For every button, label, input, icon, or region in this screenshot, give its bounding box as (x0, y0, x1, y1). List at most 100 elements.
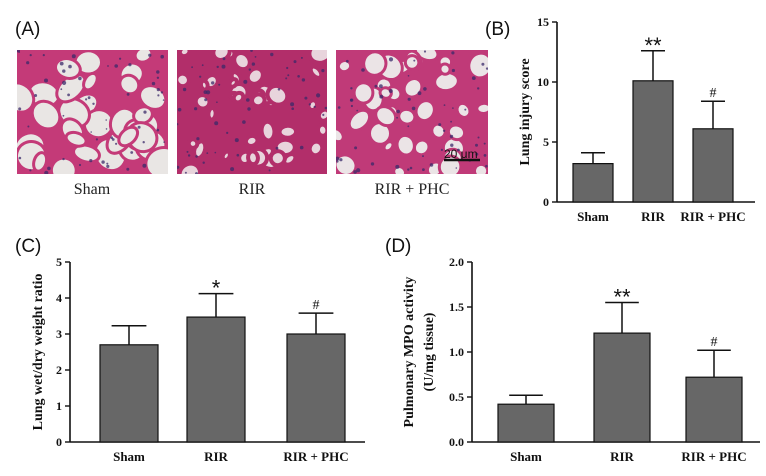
category-label: RIR (204, 449, 228, 464)
cell-nucleus (286, 66, 289, 70)
cell-nucleus (313, 105, 316, 108)
alveolus (211, 50, 232, 63)
bar (99, 344, 159, 443)
alveolus (133, 50, 154, 64)
cell-nucleus (396, 109, 401, 114)
cell-nucleus (345, 59, 349, 63)
cell-nucleus (177, 165, 180, 169)
alveolus (259, 119, 277, 143)
cell-nucleus (304, 96, 308, 100)
y-axis-label: Lung wet/dry weight ratio (31, 274, 46, 431)
alveolus (49, 156, 78, 174)
cell-nucleus (230, 167, 235, 172)
alveolus (265, 83, 290, 107)
cell-nucleus (156, 88, 160, 92)
cell-nucleus (105, 119, 107, 121)
cell-nucleus (291, 107, 295, 110)
cell-nucleus (18, 51, 21, 53)
cell-nucleus (407, 168, 410, 171)
cell-nucleus (186, 150, 189, 153)
cell-nucleus (442, 129, 446, 132)
y-tick-label: 5 (543, 135, 549, 149)
cell-nucleus (477, 136, 480, 139)
alveolus (245, 66, 265, 86)
alveolus (118, 73, 141, 96)
alveolus (308, 64, 324, 80)
category-label: Sham (113, 449, 145, 464)
cell-nucleus (440, 148, 443, 151)
cell-nucleus (293, 60, 297, 64)
micrograph-rir (177, 50, 327, 174)
cell-nucleus (250, 50, 253, 52)
panel-a: (A) 20 μm Sham RIR RIR + PHC (15, 19, 488, 198)
cell-nucleus (160, 54, 164, 59)
cell-nucleus (126, 167, 130, 171)
y-tick-label: 15 (537, 15, 549, 29)
micrograph-sham (17, 50, 168, 174)
category-label: RIR + PHC (681, 449, 746, 464)
bar (286, 333, 346, 443)
cell-nucleus (201, 64, 204, 67)
chart-d: (D) 0.0 0.5 1.0 1.5 2.0 Pulmonary MPO activity… (385, 236, 760, 464)
cell-nucleus (353, 170, 357, 174)
category-label: RIR (610, 449, 634, 464)
cell-nucleus (148, 53, 152, 57)
alveolus (231, 90, 246, 105)
micrograph-rir-phc: 20 μm (336, 50, 488, 174)
cell-nucleus (247, 107, 251, 111)
cell-nucleus (142, 141, 145, 144)
cell-nucleus (62, 114, 65, 117)
cell-nucleus (44, 170, 49, 174)
cell-nucleus (59, 61, 64, 66)
cell-nucleus (107, 65, 109, 67)
cell-nucleus (379, 94, 384, 99)
alveolus (430, 122, 447, 140)
cell-nucleus (34, 94, 38, 97)
alveolus (438, 62, 452, 76)
y-axis-label: Pulmonary MPO activity (402, 277, 417, 428)
cell-nucleus (101, 160, 105, 164)
cell-nucleus (236, 153, 240, 157)
cell-nucleus (287, 74, 290, 77)
alveolus (17, 81, 36, 114)
cell-nucleus (356, 168, 361, 173)
cell-nucleus (26, 61, 30, 65)
alveolus (307, 139, 325, 158)
scale-bar-label: 20 μm (444, 147, 478, 161)
cell-nucleus (299, 145, 304, 150)
cell-nucleus (485, 67, 488, 70)
cell-nucleus (157, 94, 160, 97)
cell-nucleus (429, 163, 434, 167)
cell-nucleus (457, 148, 460, 152)
chart-b: (B) 0 5 10 15 Lung injury score Sham RIR ** RIR +… (485, 15, 755, 224)
y-tick-label: 3 (56, 327, 62, 341)
category-label: Sham (577, 209, 609, 224)
cell-nucleus (336, 160, 339, 163)
panel-letter: (C) (15, 236, 41, 257)
cell-nucleus (68, 64, 72, 69)
cell-nucleus (396, 116, 398, 119)
cell-nucleus (337, 106, 341, 109)
alveolus (374, 105, 398, 128)
cell-nucleus (42, 54, 45, 57)
cell-nucleus (216, 101, 218, 103)
y-tick-label: 0 (56, 435, 62, 449)
category-label: Sham (510, 449, 542, 464)
cell-nucleus (67, 93, 70, 97)
cell-nucleus (221, 64, 226, 69)
alveolus (227, 77, 239, 89)
y-tick-label: 2.0 (449, 255, 464, 269)
cell-nucleus (395, 164, 400, 169)
cell-nucleus (29, 54, 32, 57)
micrograph-rir-phc-tissue (336, 50, 488, 174)
bar (632, 80, 674, 203)
cell-nucleus (18, 107, 22, 111)
y-tick-label: 5 (56, 255, 62, 269)
cell-nucleus (321, 69, 325, 73)
alveolus (315, 122, 327, 138)
cell-nucleus (214, 121, 219, 126)
cell-nucleus (47, 166, 51, 171)
significance-label: ** (613, 285, 631, 310)
cell-nucleus (449, 134, 454, 139)
